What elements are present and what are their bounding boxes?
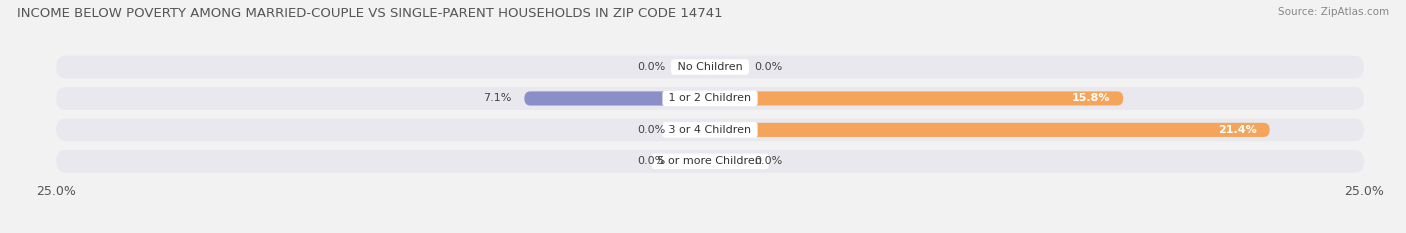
Legend: Married Couples, Single Parents: Married Couples, Single Parents [589, 231, 831, 233]
Text: INCOME BELOW POVERTY AMONG MARRIED-COUPLE VS SINGLE-PARENT HOUSEHOLDS IN ZIP COD: INCOME BELOW POVERTY AMONG MARRIED-COUPL… [17, 7, 723, 20]
FancyBboxPatch shape [710, 154, 741, 168]
Text: 0.0%: 0.0% [637, 62, 665, 72]
Text: 21.4%: 21.4% [1218, 125, 1257, 135]
FancyBboxPatch shape [679, 60, 710, 74]
Text: 0.0%: 0.0% [637, 156, 665, 166]
Text: 5 or more Children: 5 or more Children [654, 156, 766, 166]
Text: No Children: No Children [673, 62, 747, 72]
Text: 15.8%: 15.8% [1071, 93, 1111, 103]
FancyBboxPatch shape [56, 56, 1364, 78]
FancyBboxPatch shape [710, 123, 1270, 137]
FancyBboxPatch shape [56, 150, 1364, 173]
Text: 0.0%: 0.0% [755, 62, 783, 72]
FancyBboxPatch shape [679, 154, 710, 168]
Text: 7.1%: 7.1% [482, 93, 512, 103]
Text: 0.0%: 0.0% [755, 156, 783, 166]
Text: Source: ZipAtlas.com: Source: ZipAtlas.com [1278, 7, 1389, 17]
FancyBboxPatch shape [524, 91, 710, 106]
FancyBboxPatch shape [56, 119, 1364, 141]
Text: 3 or 4 Children: 3 or 4 Children [665, 125, 755, 135]
FancyBboxPatch shape [679, 123, 710, 137]
FancyBboxPatch shape [710, 91, 1123, 106]
Text: 1 or 2 Children: 1 or 2 Children [665, 93, 755, 103]
FancyBboxPatch shape [56, 87, 1364, 110]
Text: 0.0%: 0.0% [637, 125, 665, 135]
FancyBboxPatch shape [710, 60, 741, 74]
